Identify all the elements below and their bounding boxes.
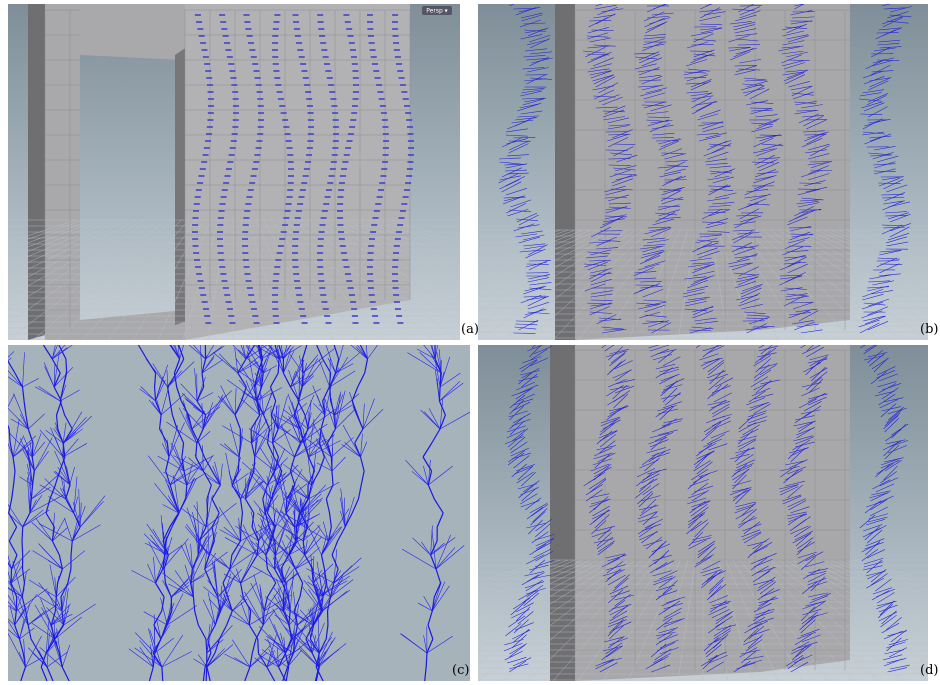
view-menu-label: Persp ▾ [426,8,447,15]
vine-stem [0,373,1,387]
vine-stem [32,443,33,457]
panel-label: (b) [920,322,938,337]
vine-stem [206,667,207,681]
vine-leaf [0,351,5,373]
vine-stem [258,639,259,653]
wall-front [575,4,850,340]
vine-stem [1,401,3,415]
vine-stem [335,415,336,429]
panel-label: (a) [461,322,479,337]
wall-side [555,4,575,340]
vine-stem [207,499,208,513]
vine-stem [22,541,23,555]
vine-stem [238,457,239,471]
vine-stem [439,387,440,401]
wall-side [550,345,575,681]
viewport-background [8,345,470,681]
vine-stem [22,527,23,541]
wall-side [28,4,45,340]
panel-label: (d) [920,663,938,678]
vine-stem [331,457,332,471]
vine-leaf [0,390,4,415]
vine-leaf [4,391,8,415]
vine-stem [251,429,252,443]
panel-c [0,308,472,681]
vine-stem [198,541,199,555]
vine-stem [426,653,427,667]
wall-panel [185,4,410,340]
vine-stem [278,359,279,373]
vine-leaf [3,390,4,415]
panel-label: (c) [452,663,469,678]
vine-stem [171,597,172,611]
vine-leaf [0,329,6,345]
vine-leaf [0,344,5,373]
vine-stem [66,359,67,373]
vine-leaf [0,326,8,345]
vine-leaf [0,395,4,415]
